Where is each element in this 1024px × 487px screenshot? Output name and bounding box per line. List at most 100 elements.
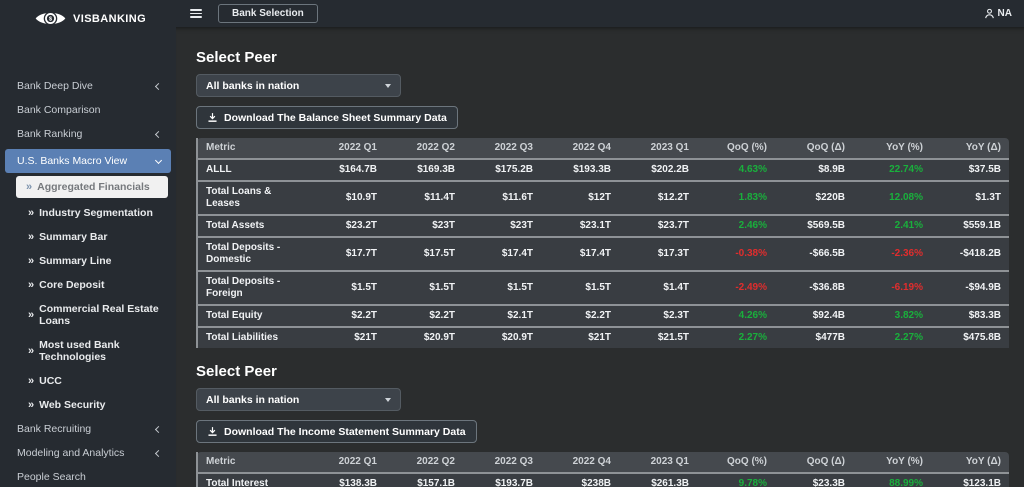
sidebar-item-label: Modeling and Analytics (17, 447, 125, 459)
value-cell: $17.7T (307, 236, 385, 271)
value-cell: $1.4T (619, 270, 697, 305)
menu-toggle-icon[interactable] (190, 8, 202, 19)
column-header: YoY (Δ) (931, 138, 1009, 159)
sidebar-item-bank-recruiting[interactable]: Bank Recruiting (0, 417, 176, 441)
download-download-the-income-statement-summary-data-button[interactable]: Download The Income Statement Summary Da… (196, 420, 477, 443)
table-row: ALLL $164.7B $169.3B $175.2B $193.3B $202.2B 4… (197, 158, 1009, 181)
topbar: Bank Selection NA (176, 0, 1024, 27)
column-header: YoY (%) (853, 138, 931, 159)
download-icon (208, 113, 217, 122)
value-cell: $559.1B (931, 214, 1009, 237)
column-header: QoQ (Δ) (775, 138, 853, 159)
metric-cell: Total Interest (197, 472, 307, 487)
column-header: YoY (%) (853, 452, 931, 473)
sidebar-item-most-used-bank-technologies[interactable]: » Most used Bank Technologies (0, 333, 176, 369)
sidebar-item-commercial-real-estate-loans[interactable]: » Commercial Real Estate Loans (0, 297, 176, 333)
sidebar-item-bank-deep-dive[interactable]: Bank Deep Dive (0, 74, 176, 98)
sidebar-item-summary-bar[interactable]: » Summary Bar (0, 225, 176, 249)
value-cell: 3.82% (853, 304, 931, 327)
value-cell: $1.5T (541, 270, 619, 305)
value-cell: $23.3B (775, 472, 853, 487)
value-cell: -$418.2B (931, 236, 1009, 271)
value-cell: 2.27% (697, 326, 775, 348)
column-header: 2023 Q1 (619, 452, 697, 473)
table-row: Total Liabilities $21T $20.9T $20.9T $21T $21… (197, 326, 1009, 348)
value-cell: $202.2B (619, 158, 697, 181)
table-header-row: Metric 2022 Q1 2022 Q2 2022 Q3 2022 Q4 2023 Q… (197, 138, 1009, 159)
sidebar-item-industry-segmentation[interactable]: » Industry Segmentation (0, 201, 176, 225)
bank-selection-button[interactable]: Bank Selection (218, 4, 318, 23)
column-header: QoQ (Δ) (775, 452, 853, 473)
sidebar-item-bank-comparison[interactable]: Bank Comparison (0, 98, 176, 122)
metric-cell: Total Liabilities (197, 326, 307, 348)
value-cell: $23.7T (619, 214, 697, 237)
double-chevron-icon: » (28, 345, 35, 357)
table-header-row: Metric 2022 Q1 2022 Q2 2022 Q3 2022 Q4 2023 Q… (197, 452, 1009, 473)
value-cell: $21T (307, 326, 385, 348)
sidebar-item-label: U.S. Banks Macro View (17, 155, 128, 167)
double-chevron-icon: » (28, 375, 35, 387)
sidebar-item-people-search[interactable]: People Search (0, 465, 176, 487)
sidebar-item-label: Web Security (39, 399, 106, 411)
sidebar-item-label: Bank Ranking (17, 128, 83, 140)
peer-section: Select Peer All banks in nation Download T… (196, 363, 1009, 487)
sidebar-item-label: Commercial Real Estate Loans (39, 303, 159, 327)
column-header: 2022 Q2 (385, 452, 463, 473)
person-icon (984, 8, 994, 19)
main-content: Select Peer All banks in nation Download T… (176, 27, 1024, 487)
value-cell: $20.9T (385, 326, 463, 348)
value-cell: $11.6T (463, 180, 541, 215)
value-cell: 9.78% (697, 472, 775, 487)
sidebar-item-web-security[interactable]: » Web Security (0, 393, 176, 417)
sidebar-item-label: Summary Line (39, 255, 112, 267)
column-header: QoQ (%) (697, 452, 775, 473)
value-cell: $2.2T (385, 304, 463, 327)
value-cell: $2.3T (619, 304, 697, 327)
select-peer-heading: Select Peer (196, 49, 277, 66)
sidebar-item-core-deposit[interactable]: » Core Deposit (0, 273, 176, 297)
value-cell: $21.5T (619, 326, 697, 348)
value-cell: $23T (385, 214, 463, 237)
value-cell: $475.8B (931, 326, 1009, 348)
column-header: 2022 Q1 (307, 138, 385, 159)
column-header: Metric (197, 452, 307, 473)
sidebar-item-aggregated-financials[interactable]: » Aggregated Financials (16, 176, 168, 198)
value-cell: $193.3B (541, 158, 619, 181)
sidebar-item-label: UCC (39, 375, 62, 387)
download-download-the-balance-sheet-summary-data-button[interactable]: Download The Balance Sheet Summary Data (196, 106, 458, 129)
value-cell: $164.7B (307, 158, 385, 181)
value-cell: $2.2T (541, 304, 619, 327)
value-cell: $23.2T (307, 214, 385, 237)
column-header: 2022 Q4 (541, 452, 619, 473)
chevron-left-icon (154, 82, 163, 90)
metric-cell: Total Equity (197, 304, 307, 327)
value-cell: -$36.8B (775, 270, 853, 305)
table-row: Total Deposits - Foreign $1.5T $1.5T $1.5T $… (197, 270, 1009, 305)
value-cell: $123.1B (931, 472, 1009, 487)
column-header: 2022 Q3 (463, 138, 541, 159)
metric-cell: Total Loans & Leases (197, 180, 307, 215)
sidebar-item-bank-ranking[interactable]: Bank Ranking (0, 122, 176, 146)
sidebar-item-ucc[interactable]: » UCC (0, 369, 176, 393)
user-menu[interactable]: NA (984, 8, 1012, 19)
value-cell: $261.3B (619, 472, 697, 487)
peer-select-dropdown[interactable]: All banks in nation (196, 388, 401, 411)
sidebar-item-u-s-banks-macro-view[interactable]: U.S. Banks Macro View (5, 149, 171, 173)
column-header: 2022 Q3 (463, 452, 541, 473)
value-cell: 22.74% (853, 158, 931, 181)
value-cell: -6.19% (853, 270, 931, 305)
value-cell: 2.46% (697, 214, 775, 237)
value-cell: $17.4T (541, 236, 619, 271)
value-cell: $17.4T (463, 236, 541, 271)
value-cell: $1.5T (385, 270, 463, 305)
value-cell: $10.9T (307, 180, 385, 215)
summary-table: Metric 2022 Q1 2022 Q2 2022 Q3 2022 Q4 2023 Q… (196, 452, 1009, 487)
column-header: YoY (Δ) (931, 452, 1009, 473)
peer-select-dropdown[interactable]: All banks in nation (196, 74, 401, 97)
sidebar-item-summary-line[interactable]: » Summary Line (0, 249, 176, 273)
value-cell: $21T (541, 326, 619, 348)
sidebar-item-modeling-and-analytics[interactable]: Modeling and Analytics (0, 441, 176, 465)
visbanking-logo[interactable]: $ VISBANKING (0, 0, 176, 32)
table-row: Total Equity $2.2T $2.2T $2.1T $2.2T $2.3T 4.2… (197, 304, 1009, 327)
